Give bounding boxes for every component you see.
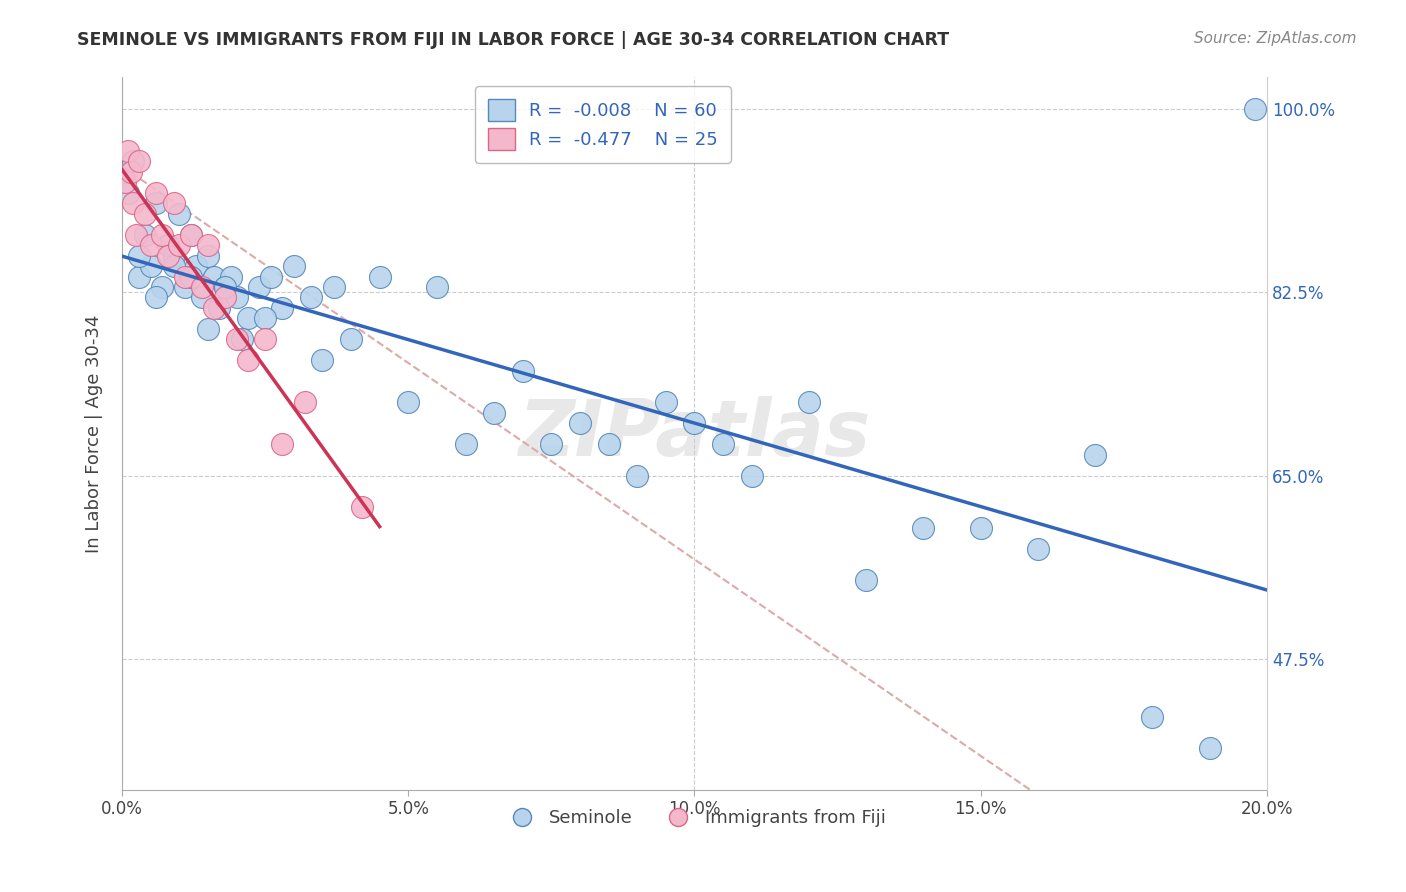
Point bbox=[156, 249, 179, 263]
Point bbox=[299, 290, 322, 304]
Point bbox=[396, 395, 419, 409]
Point bbox=[139, 259, 162, 273]
Point bbox=[214, 280, 236, 294]
Point bbox=[162, 249, 184, 263]
Point bbox=[134, 207, 156, 221]
Point bbox=[117, 186, 139, 200]
Point bbox=[225, 332, 247, 346]
Point bbox=[271, 301, 294, 315]
Point bbox=[191, 280, 214, 294]
Point bbox=[117, 144, 139, 158]
Point bbox=[122, 154, 145, 169]
Point bbox=[426, 280, 449, 294]
Point bbox=[202, 269, 225, 284]
Point bbox=[283, 259, 305, 273]
Point bbox=[683, 416, 706, 430]
Point bbox=[128, 154, 150, 169]
Point bbox=[271, 437, 294, 451]
Point bbox=[125, 227, 148, 242]
Point bbox=[231, 332, 253, 346]
Point bbox=[741, 468, 763, 483]
Text: SEMINOLE VS IMMIGRANTS FROM FIJI IN LABOR FORCE | AGE 30-34 CORRELATION CHART: SEMINOLE VS IMMIGRANTS FROM FIJI IN LABO… bbox=[77, 31, 949, 49]
Point bbox=[114, 175, 136, 189]
Point bbox=[180, 269, 202, 284]
Y-axis label: In Labor Force | Age 30-34: In Labor Force | Age 30-34 bbox=[86, 315, 103, 553]
Point bbox=[855, 574, 877, 588]
Point bbox=[626, 468, 648, 483]
Point bbox=[169, 238, 191, 252]
Point bbox=[482, 406, 505, 420]
Point bbox=[122, 196, 145, 211]
Point bbox=[1026, 541, 1049, 556]
Point bbox=[454, 437, 477, 451]
Point bbox=[294, 395, 316, 409]
Point bbox=[912, 521, 935, 535]
Point bbox=[236, 353, 259, 368]
Point bbox=[191, 290, 214, 304]
Point bbox=[219, 269, 242, 284]
Text: Source: ZipAtlas.com: Source: ZipAtlas.com bbox=[1194, 31, 1357, 46]
Point bbox=[340, 332, 363, 346]
Point bbox=[174, 280, 197, 294]
Point bbox=[208, 301, 231, 315]
Point bbox=[186, 259, 208, 273]
Point bbox=[1198, 741, 1220, 756]
Point bbox=[311, 353, 333, 368]
Point bbox=[540, 437, 562, 451]
Point bbox=[156, 238, 179, 252]
Point bbox=[162, 259, 184, 273]
Point bbox=[169, 207, 191, 221]
Point bbox=[197, 322, 219, 336]
Point bbox=[1142, 709, 1164, 723]
Point bbox=[162, 196, 184, 211]
Point bbox=[225, 290, 247, 304]
Point bbox=[236, 311, 259, 326]
Text: ZIPatlas: ZIPatlas bbox=[519, 396, 870, 472]
Point bbox=[598, 437, 620, 451]
Point bbox=[970, 521, 993, 535]
Point bbox=[711, 437, 734, 451]
Point bbox=[174, 269, 197, 284]
Point bbox=[249, 280, 271, 294]
Point bbox=[214, 290, 236, 304]
Point bbox=[1084, 448, 1107, 462]
Legend: Seminole, Immigrants from Fiji: Seminole, Immigrants from Fiji bbox=[496, 802, 893, 834]
Point bbox=[180, 227, 202, 242]
Point bbox=[214, 280, 236, 294]
Point bbox=[202, 301, 225, 315]
Point bbox=[128, 249, 150, 263]
Point bbox=[120, 165, 142, 179]
Point bbox=[150, 227, 173, 242]
Point bbox=[368, 269, 391, 284]
Point bbox=[254, 311, 277, 326]
Point bbox=[197, 249, 219, 263]
Point bbox=[797, 395, 820, 409]
Point bbox=[1244, 102, 1267, 116]
Point bbox=[569, 416, 592, 430]
Point bbox=[180, 227, 202, 242]
Point bbox=[655, 395, 678, 409]
Point bbox=[260, 269, 283, 284]
Point bbox=[352, 500, 374, 514]
Point bbox=[139, 238, 162, 252]
Point bbox=[134, 227, 156, 242]
Point bbox=[145, 186, 167, 200]
Point bbox=[512, 364, 534, 378]
Point bbox=[322, 280, 344, 294]
Point bbox=[197, 238, 219, 252]
Point bbox=[254, 332, 277, 346]
Point bbox=[145, 196, 167, 211]
Point bbox=[150, 280, 173, 294]
Point bbox=[145, 290, 167, 304]
Point bbox=[128, 269, 150, 284]
